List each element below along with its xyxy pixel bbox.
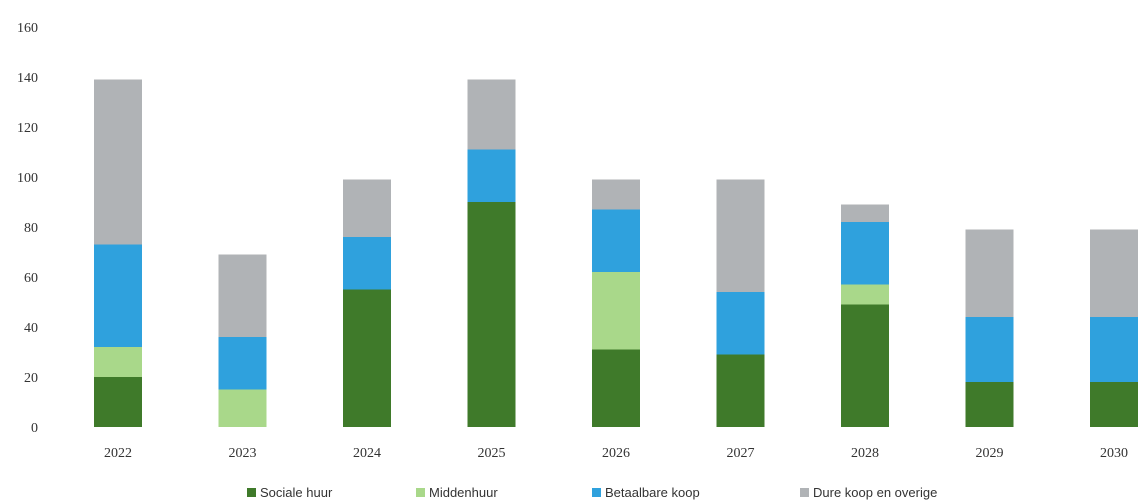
- legend-swatch: [247, 488, 256, 497]
- bar-segment-betaalbare-koop: [467, 149, 516, 202]
- bars: [94, 79, 1138, 427]
- legend-label: Dure koop en overige: [813, 485, 937, 500]
- legend-item: Dure koop en overige: [800, 485, 937, 500]
- bar-segment-dure-koop-en-overige: [716, 179, 765, 292]
- x-tick-label: 2027: [727, 446, 755, 461]
- bar-segment-dure-koop-en-overige: [343, 179, 391, 237]
- bar-segment-middenhuur: [841, 284, 889, 305]
- bar-segment-dure-koop-en-overige: [1090, 229, 1138, 317]
- x-tick-label: 2028: [851, 446, 879, 461]
- x-tick-label: 2025: [478, 446, 506, 461]
- bar-segment-sociale-huur: [716, 354, 765, 427]
- y-tick-label: 140: [17, 71, 38, 86]
- bar-segment-sociale-huur: [467, 202, 516, 427]
- x-axis: 2022 2023 2024 2025 2026 2027 2028 2029 2030: [104, 446, 1128, 461]
- bar-segment-middenhuur: [592, 272, 640, 350]
- legend-label: Sociale huur: [260, 485, 333, 500]
- legend-item: Middenhuur: [416, 485, 498, 500]
- bar-segment-betaalbare-koop: [716, 292, 765, 355]
- bar-segment-sociale-huur: [94, 377, 142, 427]
- bar-segment-dure-koop-en-overige: [841, 204, 889, 222]
- y-axis: 0 20 40 60 80 100 120 140 160: [17, 21, 38, 436]
- bar-segment-betaalbare-koop: [343, 237, 391, 290]
- y-tick-label: 0: [31, 421, 38, 436]
- bar-segment-sociale-huur: [592, 349, 640, 427]
- legend-item: Betaalbare koop: [592, 485, 700, 500]
- bar-segment-betaalbare-koop: [841, 222, 889, 285]
- bar-segment-betaalbare-koop: [592, 209, 640, 272]
- legend-label: Betaalbare koop: [605, 485, 700, 500]
- bar-segment-dure-koop-en-overige: [592, 179, 640, 210]
- y-tick-label: 100: [17, 171, 38, 186]
- x-tick-label: 2029: [976, 446, 1004, 461]
- bar-segment-sociale-huur: [841, 304, 889, 427]
- bar-segment-sociale-huur: [1090, 382, 1138, 427]
- legend-item: Sociale huur: [247, 485, 333, 500]
- bar-segment-dure-koop-en-overige: [94, 79, 142, 245]
- legend-label: Middenhuur: [429, 485, 498, 500]
- legend-swatch: [800, 488, 809, 497]
- y-tick-label: 40: [24, 321, 38, 336]
- y-tick-label: 20: [24, 371, 38, 386]
- bar-segment-middenhuur: [218, 389, 267, 427]
- bar-segment-sociale-huur: [965, 382, 1014, 427]
- bar-segment-dure-koop-en-overige: [218, 254, 267, 337]
- y-tick-label: 160: [17, 21, 38, 36]
- bar-segment-sociale-huur: [343, 289, 391, 427]
- bar-segment-dure-koop-en-overige: [467, 79, 516, 150]
- bar-segment-betaalbare-koop: [1090, 317, 1138, 382]
- legend-swatch: [416, 488, 425, 497]
- bar-segment-middenhuur: [94, 347, 142, 377]
- x-tick-label: 2024: [353, 446, 381, 461]
- y-tick-label: 120: [17, 121, 38, 136]
- x-tick-label: 2026: [602, 446, 630, 461]
- y-tick-label: 80: [24, 221, 38, 236]
- bar-segment-dure-koop-en-overige: [965, 229, 1014, 317]
- legend: Sociale huur Middenhuur Betaalbare koop Dur…: [247, 485, 937, 500]
- x-tick-label: 2023: [229, 446, 257, 461]
- x-tick-label: 2030: [1100, 446, 1128, 461]
- x-tick-label: 2022: [104, 446, 132, 461]
- bar-segment-betaalbare-koop: [94, 244, 142, 347]
- bar-segment-betaalbare-koop: [218, 337, 267, 390]
- y-tick-label: 60: [24, 271, 38, 286]
- bar-segment-betaalbare-koop: [965, 317, 1014, 382]
- legend-swatch: [592, 488, 601, 497]
